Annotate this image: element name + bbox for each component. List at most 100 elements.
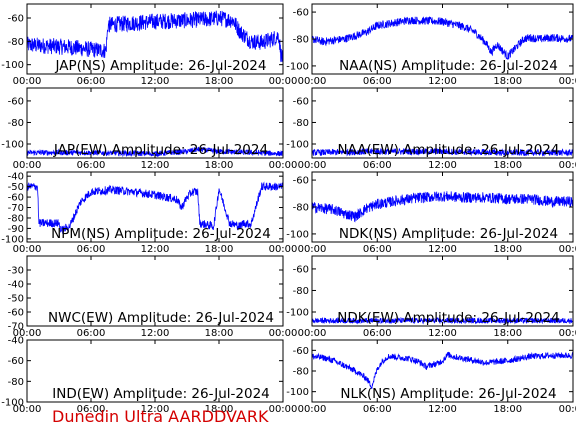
- x-tick-label: 18:00: [205, 76, 234, 87]
- panel-2: -100-80-6000:0006:0012:0018:0000:00NAA(N…: [286, 3, 576, 87]
- y-tick-label: -100: [1, 60, 24, 71]
- x-tick-label: 18:00: [205, 244, 234, 255]
- y-tick-label: -60: [293, 8, 309, 19]
- x-tick-label: 00:00: [298, 244, 327, 255]
- panel-title: NAA(NS) Amplitude: 26-Jul-2024: [339, 58, 558, 74]
- panel-6: -100-80-6000:0006:0012:0018:0000:00NDK(N…: [286, 171, 576, 255]
- x-tick-label: 06:00: [363, 76, 392, 87]
- x-tick-label: 12:00: [141, 244, 170, 255]
- x-tick-label: 06:00: [77, 160, 106, 171]
- x-tick-label: 00:00: [559, 244, 576, 255]
- y-tick-label: -30: [8, 266, 24, 277]
- x-tick-label: 00:00: [298, 404, 327, 415]
- x-tick-label: 00:00: [269, 76, 298, 87]
- x-tick-label: 12:00: [141, 76, 170, 87]
- x-tick-label: 00:00: [269, 160, 298, 171]
- y-tick-label: -40: [8, 172, 24, 183]
- panel-title: JAP(EW) Amplitude: 26-Jul-2024: [53, 142, 268, 158]
- y-tick-label: -100: [286, 229, 309, 240]
- x-tick-label: 06:00: [77, 404, 106, 415]
- panel-title: NLK(NS) Amplitude: 26-Jul-2024: [340, 386, 556, 402]
- y-tick-label: -100: [1, 398, 24, 409]
- x-tick-label: 00:00: [559, 328, 576, 339]
- x-tick-label: 06:00: [363, 404, 392, 415]
- x-tick-label: 00:00: [559, 76, 576, 87]
- y-tick-label: -70: [8, 203, 24, 214]
- y-tick-label: -40: [8, 336, 24, 347]
- x-tick-label: 00:00: [13, 244, 42, 255]
- x-tick-label: 00:00: [269, 328, 298, 339]
- x-tick-label: 00:00: [13, 76, 42, 87]
- x-tick-label: 06:00: [363, 160, 392, 171]
- y-tick-label: -80: [293, 367, 309, 378]
- x-tick-label: 06:00: [77, 328, 106, 339]
- y-tick-label: -100: [1, 140, 24, 151]
- x-tick-label: 12:00: [141, 328, 170, 339]
- y-tick-label: -60: [293, 264, 309, 275]
- y-tick-label: -60: [293, 346, 309, 357]
- x-tick-label: 12:00: [141, 404, 170, 415]
- y-tick-label: -100: [1, 234, 24, 245]
- panel-title: NPM(NS) Amplitude: 26-Jul-2024: [51, 226, 271, 242]
- x-tick-label: 12:00: [428, 160, 457, 171]
- x-tick-label: 00:00: [269, 244, 298, 255]
- y-tick-label: -60: [293, 96, 309, 107]
- x-tick-label: 00:00: [298, 160, 327, 171]
- y-tick-label: -50: [8, 182, 24, 193]
- x-tick-label: 18:00: [205, 328, 234, 339]
- panel-title: NWC(EW) Amplitude: 26-Jul-2024: [48, 310, 274, 326]
- panel-10: -100-80-6000:0006:0012:0018:0000:00NLK(N…: [286, 339, 576, 415]
- y-tick-label: -80: [293, 35, 309, 46]
- x-tick-label: 00:00: [298, 76, 327, 87]
- x-tick-label: 06:00: [77, 244, 106, 255]
- y-tick-label: -80: [8, 37, 24, 48]
- x-tick-label: 06:00: [77, 76, 106, 87]
- series-line: [312, 191, 573, 223]
- x-tick-label: 12:00: [428, 328, 457, 339]
- panel-title: JAP(NS) Amplitude: 26-Jul-2024: [55, 58, 267, 74]
- y-tick-label: -80: [293, 203, 309, 214]
- footer-label: Dunedin Ultra AARDDVARK: [52, 407, 269, 426]
- panel-5: -100-90-80-70-60-50-40 00:00 06:00 12:00 18:…: [1, 171, 298, 255]
- y-tick-label: -80: [8, 118, 24, 129]
- y-tick-label: -80: [8, 377, 24, 388]
- x-tick-label: 18:00: [493, 160, 522, 171]
- y-tick-label: -60: [8, 193, 24, 204]
- x-tick-label: 12:00: [428, 404, 457, 415]
- series-line: [312, 16, 573, 60]
- panel-title: NDK(NS) Amplitude: 26-Jul-2024: [339, 226, 558, 242]
- panel-7: -70 -60 -50 -40 -30 00:00 06:00 12:00 18:00 00:00…: [8, 255, 298, 339]
- series-line: [27, 146, 283, 158]
- x-tick-label: 18:00: [493, 244, 522, 255]
- series-line: [312, 316, 573, 325]
- panel-9: -100 -80 -60 -40 00:00 06:00 12:00 18:00 00:00 IN…: [1, 336, 297, 416]
- panel-8: -100-80-6000:0006:0012:0018:0000:00NDK(E…: [286, 255, 576, 339]
- y-tick-label: -60: [8, 308, 24, 319]
- y-tick-label: -60: [8, 96, 24, 107]
- y-tick-label: -80: [293, 118, 309, 129]
- y-tick-label: -70: [8, 322, 24, 333]
- x-tick-label: 06:00: [363, 328, 392, 339]
- y-tick-label: -60: [8, 356, 24, 367]
- x-tick-label: 18:00: [493, 328, 522, 339]
- panel-title: NAA(EW) Amplitude: 26-Jul-2024: [338, 142, 560, 158]
- y-tick-label: -60: [8, 14, 24, 25]
- y-tick-label: -60: [293, 176, 309, 187]
- series-line: [312, 147, 573, 157]
- series-line: [27, 181, 283, 234]
- y-tick-label: -80: [293, 286, 309, 297]
- x-tick-label: 06:00: [363, 244, 392, 255]
- y-tick-label: -80: [8, 213, 24, 224]
- x-tick-label: 18:00: [205, 404, 234, 415]
- y-tick-label: -100: [286, 308, 309, 319]
- y-tick-label: -100: [286, 387, 309, 398]
- y-tick-label: -100: [286, 61, 309, 72]
- x-tick-label: 00:00: [13, 404, 42, 415]
- panel-4: -100 -80 -60 00:00 06:00 12:00 18:00 00:00 NAA(E…: [286, 87, 576, 171]
- x-tick-label: 12:00: [428, 76, 457, 87]
- x-tick-label: 00:00: [298, 328, 327, 339]
- x-tick-label: 12:00: [428, 244, 457, 255]
- x-tick-label: 18:00: [205, 160, 234, 171]
